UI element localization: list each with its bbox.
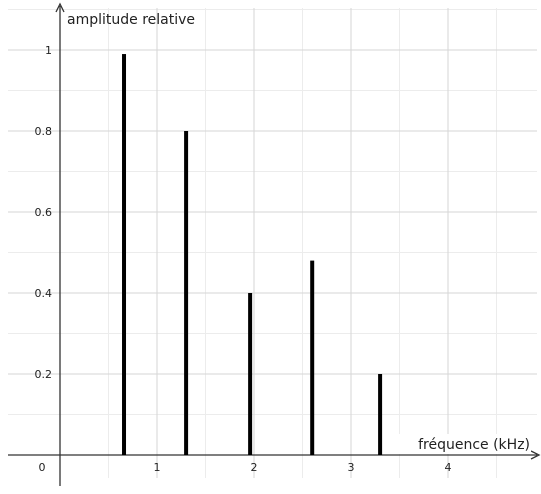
y-tick-label: 0.8 — [35, 125, 53, 138]
origin-label: 0 — [39, 461, 46, 474]
axis-labels: amplitude relative fréquence (kHz) — [67, 12, 531, 454]
spectrum-bar — [378, 374, 383, 455]
x-axis-arrow — [530, 450, 541, 460]
tick-labels: 0 1 2 3 4 0.2 0.4 0.6 0.8 1 — [35, 44, 452, 474]
x-axis-label: fréquence (kHz) — [418, 437, 530, 453]
major-gridlines — [8, 8, 537, 478]
spectrum-bar — [184, 131, 189, 455]
spectrum-bar — [310, 260, 315, 455]
spectrum-bar — [248, 293, 253, 455]
x-tick-label: 2 — [251, 461, 258, 474]
axes — [8, 2, 541, 486]
x-tick-label: 4 — [445, 461, 452, 474]
y-tick-label: 0.6 — [35, 206, 53, 219]
x-tick-label: 3 — [348, 461, 355, 474]
y-tick-label: 1 — [45, 44, 52, 57]
y-tick-label: 0.4 — [35, 287, 53, 300]
minor-gridlines — [8, 8, 537, 478]
x-axis-label-bg — [385, 434, 531, 454]
y-axis-arrow — [55, 2, 65, 13]
y-axis-label: amplitude relative — [67, 12, 195, 28]
spectrum-bar — [122, 54, 127, 456]
bars — [122, 54, 383, 456]
y-tick-label: 0.2 — [35, 368, 53, 381]
x-tick-label: 1 — [154, 461, 161, 474]
